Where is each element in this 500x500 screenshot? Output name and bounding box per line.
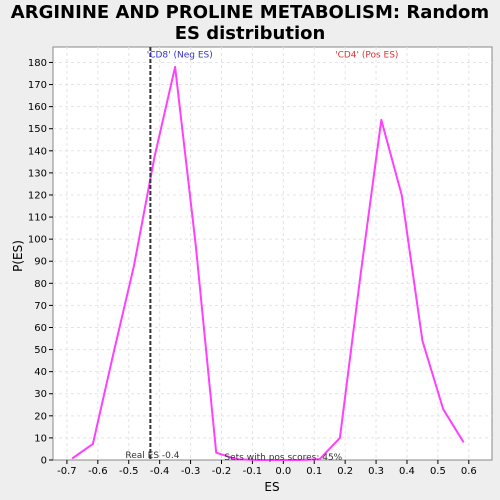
y-tick-label: 120 <box>28 190 47 201</box>
real-es-label: Real ES -0.4 <box>125 451 179 461</box>
x-tick-label: -0.7 <box>57 466 77 477</box>
x-tick-label: 0.4 <box>399 466 415 477</box>
y-tick-label: 0 <box>41 456 47 467</box>
y-tick-label: 100 <box>28 235 47 246</box>
y-tick-label: 20 <box>34 411 47 422</box>
x-tick-label: -0.6 <box>88 466 108 477</box>
y-tick-label: 130 <box>28 168 47 179</box>
x-tick-label: 0.0 <box>275 466 291 477</box>
x-tick-label: 0.1 <box>306 466 322 477</box>
series <box>71 47 465 461</box>
chart-title-line-2: ES distribution <box>174 23 326 44</box>
y-tick-label: 60 <box>34 323 47 334</box>
grid <box>53 47 492 460</box>
series-line <box>71 65 465 461</box>
x-tick-label: -0.5 <box>119 466 139 477</box>
x-tick-label: 0.6 <box>461 466 477 477</box>
y-tick-label: 70 <box>34 301 47 312</box>
y-tick-label: 10 <box>34 433 47 444</box>
y-tick-label: 160 <box>28 102 47 113</box>
y-tick-label: 170 <box>28 80 47 91</box>
x-tick-label: -0.4 <box>150 466 170 477</box>
y-tick-label: 80 <box>34 279 47 290</box>
y-tick-label: 40 <box>34 367 47 378</box>
annotation-label: Sets with pos scores: 45% <box>224 453 342 463</box>
y-tick-label: 110 <box>28 213 47 224</box>
chart-title: ARGININE AND PROLINE METABOLISM: Random … <box>0 2 500 44</box>
chart-title-line-1: ARGININE AND PROLINE METABOLISM: Random <box>10 2 490 23</box>
y-tick-label: 140 <box>28 146 47 157</box>
x-tick-label: 0.2 <box>337 466 353 477</box>
annotation-label: 'CD4' (Pos ES) <box>335 51 398 61</box>
annotations: Real ES -0.4 'CD8' (Neg ES) 'CD4' (Pos ES)… <box>125 51 398 463</box>
x-tick-label: 0.3 <box>368 466 384 477</box>
x-tick-label: -0.2 <box>212 466 232 477</box>
x-tick-label: -0.1 <box>243 466 263 477</box>
x-tick-label: 0.5 <box>430 466 446 477</box>
y-axis-label: P(ES) <box>11 240 25 272</box>
y-tick-label: 150 <box>28 124 47 135</box>
y-tick-label: 30 <box>34 389 47 400</box>
axes: -0.7 -0.6 -0.5 -0.4 -0.3 -0.2 -0.1 0.0 0.1 0.2 0.3… <box>28 58 477 477</box>
plot-area <box>52 46 493 461</box>
y-tick-label: 180 <box>28 58 47 69</box>
annotation-label: 'CD8' (Neg ES) <box>147 51 213 61</box>
x-tick-label: -0.3 <box>181 466 201 477</box>
y-tick-label: 90 <box>34 257 47 268</box>
x-axis-label: ES <box>264 480 279 494</box>
y-tick-label: 50 <box>34 345 47 356</box>
